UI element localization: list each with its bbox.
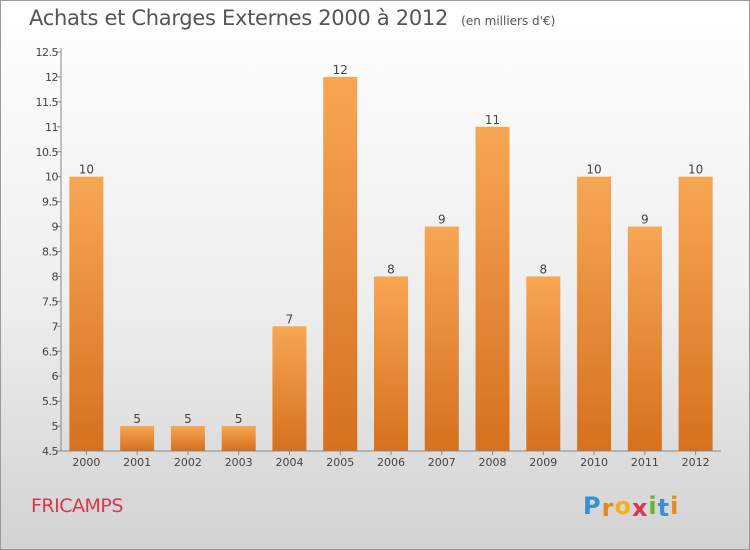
x-tick-label-2010: 2010 [580, 456, 608, 469]
y-tick-label: 11 [45, 121, 58, 134]
x-axis: 2000 2001 2002 2003 2004 2005 2006 2007 2008 2009… [61, 450, 721, 469]
y-tick-label: 7.5 [42, 295, 58, 308]
place-name: FRICAMPS [31, 495, 123, 517]
data-label-2005: 12 [333, 63, 348, 77]
proxiti-logo: Proxiti [583, 492, 680, 522]
brand-letter: t [657, 494, 671, 522]
y-tick-label: 7 [52, 320, 59, 333]
chart-title: Achats et Charges Externes 2000 à 2012 [29, 6, 449, 30]
brand-letter: P [583, 492, 602, 520]
y-tick-label: 5 [52, 420, 59, 433]
data-label-2004: 7 [286, 312, 294, 326]
brand-letter: i [648, 492, 658, 520]
bars: 10 5 5 5 7 12 8 9 11 8 10 9 10 [69, 63, 713, 451]
data-label-2007: 9 [438, 213, 446, 227]
x-tick-label-2008: 2008 [479, 456, 507, 469]
y-tick-label: 9.5 [42, 196, 58, 209]
y-tick-label: 10 [45, 171, 58, 184]
x-tick-label-2005: 2005 [326, 456, 354, 469]
data-label-2008: 11 [485, 113, 500, 127]
y-tick-label: 12 [45, 71, 58, 84]
bar-2000 [69, 176, 104, 451]
bar-2004 [272, 326, 307, 451]
bar-2003 [221, 426, 256, 451]
bar-2006 [374, 276, 408, 451]
chart-subtitle: (en milliers d'€) [461, 14, 556, 28]
x-tick-label-2004: 2004 [275, 456, 303, 469]
x-tick-label-2009: 2009 [529, 456, 557, 469]
data-label-2010: 10 [586, 163, 601, 177]
y-tick-label: 5.5 [42, 395, 58, 408]
data-label-2011: 9 [641, 213, 649, 227]
x-tick-label-2012: 2012 [682, 456, 710, 469]
brand-letter: o [614, 492, 632, 520]
y-tick-label: 6.5 [42, 345, 58, 358]
x-tick-label-2006: 2006 [377, 456, 405, 469]
y-tick-label: 11.5 [36, 96, 59, 109]
x-tick-label-2000: 2000 [72, 456, 100, 469]
data-label-2001: 5 [133, 412, 141, 426]
y-tick-label: 12.5 [36, 46, 59, 59]
y-tick-label: 8 [52, 270, 59, 283]
bar-2009 [526, 276, 561, 451]
bar-2002 [170, 426, 205, 451]
bar-2001 [120, 426, 155, 451]
bar-2012 [678, 176, 713, 451]
y-tick-label: 6 [52, 370, 59, 383]
bar-2011 [627, 226, 662, 451]
y-tick-label: 10.5 [36, 146, 59, 159]
bar-2010 [577, 176, 612, 451]
title-row: Achats et Charges Externes 2000 à 2012 (… [29, 6, 555, 30]
data-label-2000: 10 [79, 163, 94, 177]
x-tick-label-2001: 2001 [123, 456, 151, 469]
data-label-2002: 5 [184, 412, 192, 426]
x-tick-label-2007: 2007 [428, 456, 456, 469]
x-tick-label-2003: 2003 [225, 456, 253, 469]
y-tick-label: 8.5 [42, 246, 58, 259]
bar-2005 [323, 76, 358, 451]
brand-letter: x [631, 494, 649, 522]
brand-letter: r [601, 494, 615, 522]
y-axis: 4.5 5 5.5 6 6.5 7 7.5 8 8.5 9 9.5 10 10.5 11 11.5 12 12.… [36, 46, 62, 458]
y-tick-label: 4.5 [42, 445, 58, 458]
y-tick-label: 9 [52, 221, 59, 234]
bar-2007 [424, 226, 459, 451]
brand-letter: i [670, 492, 680, 520]
x-tick-label-2002: 2002 [174, 456, 202, 469]
x-tick-label-2011: 2011 [631, 456, 659, 469]
data-label-2009: 8 [539, 262, 547, 276]
data-label-2006: 8 [387, 262, 395, 276]
bar-2008 [475, 126, 510, 451]
data-label-2012: 10 [688, 163, 703, 177]
data-label-2003: 5 [235, 412, 243, 426]
